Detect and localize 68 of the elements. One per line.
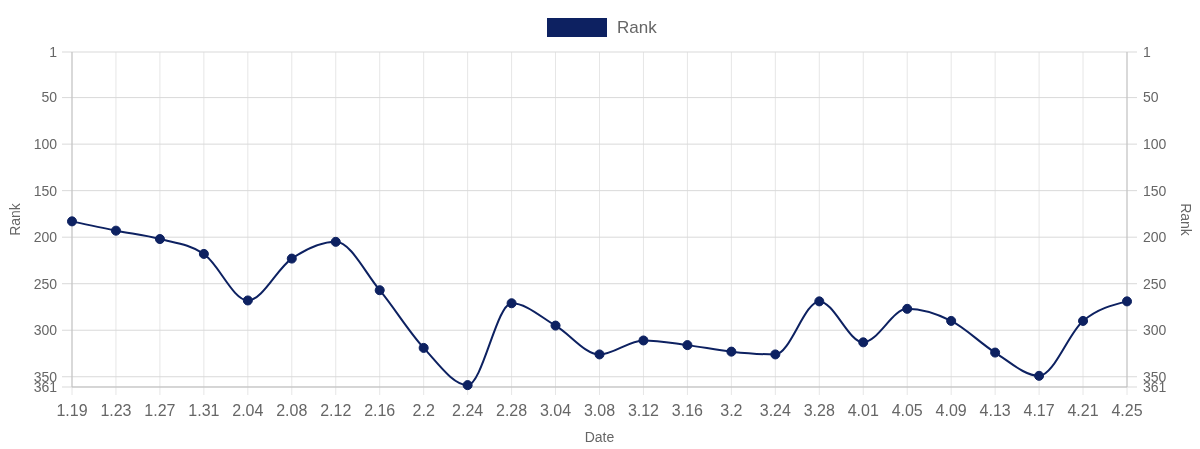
point (814, 296, 825, 307)
x-tick-label: 1.19 (56, 402, 88, 419)
y-tick-label: 200 (33, 229, 58, 246)
x-tick-label: 3.08 (583, 402, 616, 419)
point (1034, 370, 1045, 381)
point (858, 337, 869, 348)
x-tick-label: 4.13 (979, 402, 1011, 419)
x-tick-label: 3.12 (627, 402, 660, 419)
x-tick-label: 4.17 (1023, 402, 1055, 419)
point (902, 303, 913, 314)
point (1078, 315, 1089, 326)
point (770, 349, 781, 360)
x-axis-title: Date (584, 429, 615, 445)
point (330, 236, 341, 247)
x-tick-label: 2.2 (412, 402, 435, 419)
x-tick-label: 4.05 (891, 402, 923, 419)
y2-tick-label: 150 (1143, 182, 1167, 199)
point (506, 298, 517, 309)
point (550, 320, 561, 331)
x-tick-label: 3.28 (803, 402, 835, 419)
point (1121, 296, 1133, 307)
x-tick-label: 2.28 (496, 402, 528, 419)
x-tick-label: 1.31 (188, 402, 220, 419)
y2-tick-label: 250 (1143, 275, 1167, 292)
y-tick-label: 1 (49, 43, 58, 60)
x-tick-label: 2.04 (232, 402, 264, 419)
y2-tick-label: 200 (1143, 229, 1167, 246)
x-tick-label: 1.27 (144, 402, 176, 419)
y2-tick-label: 300 (1143, 322, 1167, 339)
point (638, 335, 649, 346)
y-tick-label: 250 (33, 275, 58, 292)
y-axis-title: Rank (7, 202, 23, 236)
point (198, 248, 209, 259)
point (286, 253, 297, 264)
x-tick-label: 3.24 (759, 402, 792, 419)
point (462, 380, 473, 391)
y-tick-label: 50 (41, 89, 58, 106)
y2-tick-label: 100 (1143, 136, 1167, 153)
point (682, 340, 693, 351)
point (990, 347, 1001, 358)
point (726, 346, 737, 357)
x-tick-label: 4.21 (1067, 402, 1099, 419)
point (242, 295, 253, 306)
x-tick-label: 2.16 (364, 402, 396, 419)
point (154, 234, 165, 245)
x-tick-label: 2.12 (320, 402, 352, 419)
x-tick-label: 3.2 (720, 402, 743, 419)
legend-label: Rank (617, 18, 658, 37)
y-tick-label: 150 (33, 182, 58, 199)
x-tick-label: 4.25 (1111, 402, 1143, 419)
y2-tick-label: 1 (1143, 43, 1151, 60)
point (946, 315, 957, 326)
point (66, 216, 78, 227)
x-tick-label: 3.16 (671, 402, 704, 419)
y2-tick-label: 50 (1143, 89, 1159, 106)
y-tick-label: 100 (33, 136, 58, 153)
x-tick-label: 1.23 (100, 402, 132, 419)
point (374, 285, 385, 296)
y2-axis-title: Rank (1178, 203, 1194, 237)
x-tick-label: 2.24 (452, 402, 484, 419)
x-tick-label: 4.09 (935, 402, 967, 419)
x-tick-label: 3.04 (539, 402, 572, 419)
x-tick-label: 2.08 (276, 402, 308, 419)
x-tick-label: 4.01 (847, 402, 879, 419)
y-tick-label: 300 (33, 322, 58, 339)
point (418, 342, 429, 353)
point (594, 349, 605, 360)
point (110, 225, 121, 236)
